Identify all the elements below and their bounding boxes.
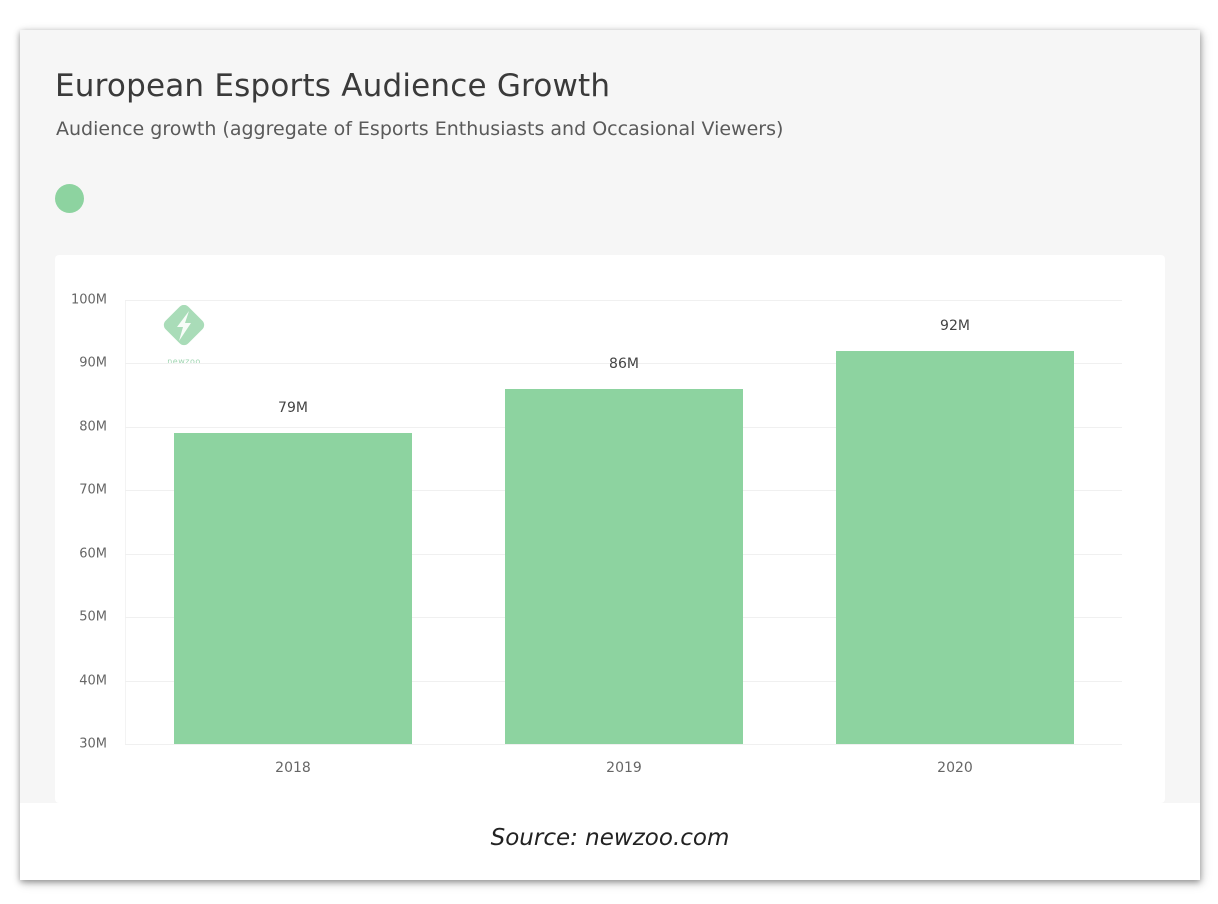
bar-2020[interactable] <box>836 350 1074 744</box>
gridline <box>125 744 1122 745</box>
y-tick-label: 80M <box>79 419 107 435</box>
chart-panel: European Esports Audience Growth Audienc… <box>20 30 1200 803</box>
newzoo-logo: newzoo <box>153 304 215 371</box>
chart-title: European Esports Audience Growth <box>55 68 611 104</box>
source-caption: Source: newzoo.com <box>490 825 730 851</box>
y-tick-label: 100M <box>70 292 107 308</box>
gridline <box>125 363 1122 365</box>
x-tick-label: 2020 <box>937 760 973 776</box>
bar-chart-plot: newzoo 30M 40M 50M 60M 70M 80M 90M 100M 79M 2018 8… <box>55 255 1165 803</box>
bar-2018[interactable] <box>174 433 412 744</box>
bar-value-label: 79M <box>278 400 308 417</box>
y-tick-label: 70M <box>79 482 107 498</box>
y-tick-label: 90M <box>79 355 107 371</box>
bar-value-label: 86M <box>609 355 639 372</box>
y-tick-label: 50M <box>79 609 107 625</box>
newzoo-logo-icon <box>163 304 205 346</box>
gridline <box>125 300 1122 301</box>
chart-subtitle: Audience growth (aggregate of Esports En… <box>56 118 784 140</box>
y-axis-line <box>125 300 126 744</box>
bar-2019[interactable] <box>505 388 743 744</box>
chart-frame: European Esports Audience Growth Audienc… <box>20 30 1200 880</box>
x-tick-label: 2019 <box>606 760 642 776</box>
plot-card: newzoo 30M 40M 50M 60M 70M 80M 90M 100M 79M 2018 8… <box>55 255 1165 803</box>
legend-dot-icon[interactable] <box>55 184 84 213</box>
y-tick-label: 40M <box>79 673 107 689</box>
bar-value-label: 92M <box>940 317 970 334</box>
y-tick-label: 60M <box>79 546 107 562</box>
y-tick-label: 30M <box>79 736 107 752</box>
newzoo-logo-text: newzoo <box>167 357 201 366</box>
x-tick-label: 2018 <box>275 760 311 776</box>
